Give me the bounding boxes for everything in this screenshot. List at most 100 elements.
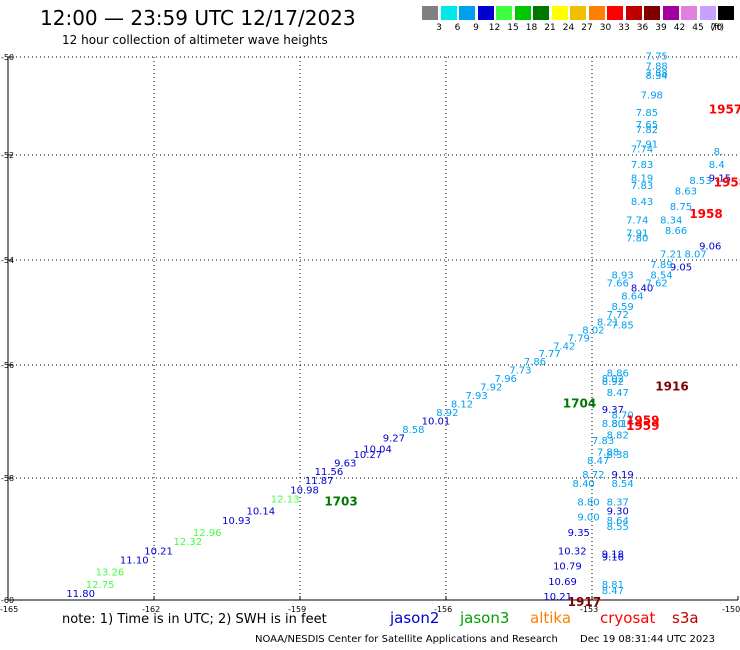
legend-swatch (551, 6, 568, 20)
satellite-cryosat: cryosat (600, 609, 656, 627)
track-time-label: 1702 (91, 607, 124, 621)
swh-value: 8.82 (607, 430, 629, 441)
legend-swatch (459, 6, 475, 20)
swh-value: 7.83 (592, 436, 614, 447)
legend-label: 30 (599, 23, 612, 33)
legend-swatch (718, 6, 734, 20)
swh-value: 7.74 (626, 215, 648, 226)
swh-value: 10.69 (548, 577, 577, 588)
swh-value: 8.02 (602, 374, 624, 385)
swh-value: 8.92 (436, 408, 458, 419)
swh-value: 8.72 (582, 470, 604, 481)
track-time-label: 1959 (626, 413, 659, 427)
swh-value: 9.16 (602, 552, 624, 563)
swh-value: 8.55 (607, 522, 629, 533)
satellite-jason3: jason3 (460, 609, 510, 627)
lat-tick-label: -52 (1, 151, 14, 160)
track-time-label: 195 (723, 29, 740, 43)
swh-value: 12.32 (173, 537, 202, 548)
legend-swatch (514, 6, 531, 20)
swh-value: 10.79 (553, 562, 582, 573)
swh-value: 7.73 (509, 365, 531, 376)
legend-swatch (625, 6, 642, 20)
legend-swatch (588, 6, 605, 20)
legend-swatch (644, 6, 660, 20)
legend-label: 9 (473, 23, 479, 33)
swh-value: 8.59 (611, 302, 633, 313)
legend-label: 39 (655, 23, 667, 33)
swh-value: 8.64 (607, 516, 629, 527)
swh-value: 10.21 (543, 592, 572, 603)
swh-value: 8.66 (665, 226, 687, 237)
swh-value: 8.58 (402, 425, 424, 436)
swh-value: 8.75 (670, 202, 692, 213)
legend-swatch (699, 6, 716, 20)
swh-value: 8.80 (577, 497, 599, 508)
swh-value: 7.91 (626, 228, 648, 239)
satellite-jason2: jason2 (390, 609, 440, 627)
legend-label: 18 (525, 23, 538, 33)
swh-value: 8.21 (597, 318, 619, 329)
swh-value: 11.87 (305, 476, 334, 487)
satellite-s3a: s3a (672, 609, 699, 627)
swh-value: 9.35 (568, 528, 590, 539)
swh-value: 10.04 (363, 445, 392, 456)
credit-line: NOAA/NESDIS Center for Satellite Applica… (255, 634, 558, 645)
swh-value: 12.75 (86, 580, 115, 591)
map-title: 12:00 — 23:59 UTC 12/17/2023 (40, 6, 356, 30)
swh-value: 10.27 (354, 450, 383, 461)
swh-value: 7.88 (646, 61, 668, 72)
swh-value: 7.62 (646, 278, 668, 289)
legend-swatch (422, 6, 438, 20)
swh-value: 7.85 (636, 108, 658, 119)
swh-value: 9.06 (699, 242, 721, 253)
swh-value: 8.19 (631, 173, 653, 184)
swh-value: 10.93 (222, 516, 251, 527)
swh-value: 7.42 (553, 341, 575, 352)
legend-label: 24 (562, 23, 575, 33)
swh-value: 8.17 (611, 419, 633, 430)
swh-value: 8.43 (631, 197, 653, 208)
track-time-label: 1703 (324, 494, 357, 508)
swh-value: 8.54 (650, 270, 672, 281)
legend-swatch (662, 6, 679, 20)
track-time-label: 1704 (563, 396, 596, 410)
swh-value: 7.67 (650, 27, 672, 38)
swh-value: 9.15 (709, 173, 731, 184)
swh-value: 9.00 (577, 513, 599, 524)
swh-value: 10.01 (422, 416, 451, 427)
swh-value: 8.92 (602, 377, 624, 388)
swh-value: 8.02 (582, 326, 604, 337)
swh-value: 7.83 (631, 181, 653, 192)
swh-value: 7.59 (650, 34, 672, 45)
track-time-label: 1958 (689, 207, 722, 221)
generation-timestamp: Dec 19 08:31:44 UTC 2023 (580, 634, 715, 645)
swh-value: 7.80 (626, 234, 648, 245)
swh-value: 8.55 (602, 607, 624, 618)
legend-swatch (681, 6, 697, 20)
swh-value: 11.56 (315, 467, 344, 478)
swh-value: 12.13 (271, 494, 300, 505)
swh-value: 8.47 (607, 388, 629, 399)
swh-value: 9.63 (334, 459, 356, 470)
swh-value: 7.88 (646, 69, 668, 80)
lon-tick-label: -156 (434, 605, 452, 614)
swh-value: 9.30 (607, 507, 629, 518)
track-time-label: 1959 (626, 419, 659, 433)
swh-value: 8.64 (621, 291, 643, 302)
swh-value: 8.93 (611, 270, 633, 281)
swh-value: 8.86 (607, 368, 629, 379)
swh-value: 8.34 (660, 215, 682, 226)
swh-value: 8.63 (675, 186, 697, 197)
swh-value: 13.26 (96, 568, 125, 579)
lon-tick-label: -159 (288, 605, 306, 614)
legend-label: 27 (581, 23, 593, 33)
track-time-label: 195 (723, 9, 740, 23)
swh-value: 7.77 (538, 349, 560, 360)
swh-value: 11.80 (66, 589, 95, 600)
swh-value: 7.74 (631, 145, 653, 156)
legend-label: 12 (488, 23, 501, 33)
legend-label: 36 (636, 23, 649, 33)
swh-value: 7.21 (660, 249, 682, 260)
legend-label: 42 (673, 23, 686, 33)
